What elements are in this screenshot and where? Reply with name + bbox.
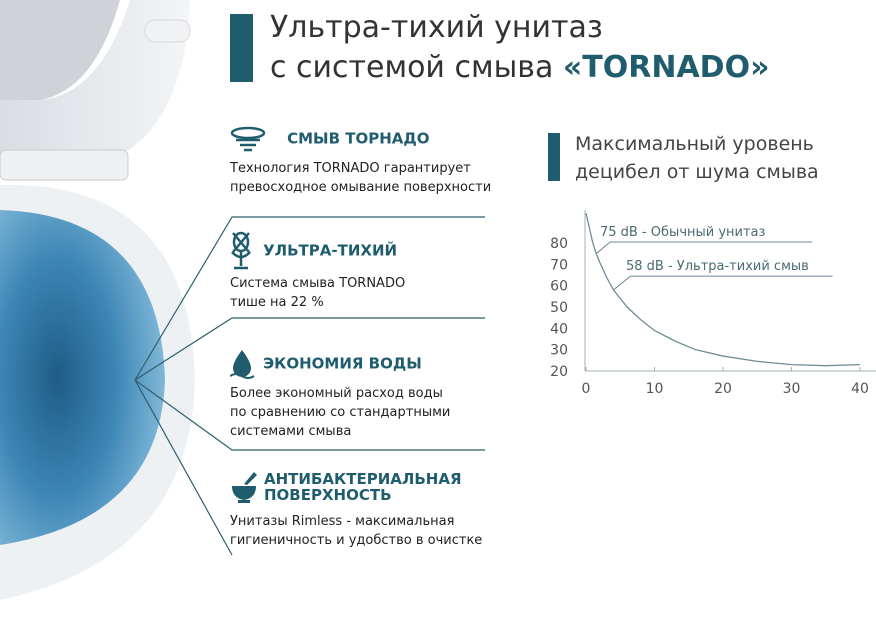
- feature-ultra-quiet: УЛЬТРА-ТИХИЙ Система смыва TORNADO тише …: [230, 230, 405, 312]
- chart-accent-bar: [548, 133, 560, 181]
- feature-heading: АНТИБАКТЕРИАЛЬНАЯ: [264, 470, 462, 488]
- toilet-image: [0, 0, 200, 624]
- annotation-leader: [613, 275, 833, 291]
- y-tick-label: 40: [550, 321, 568, 337]
- feature-heading: СМЫВ ТОРНАДО: [287, 129, 430, 148]
- title-brand: «TORNADO»: [562, 50, 770, 85]
- feature-text: по сравнению со стандартными: [230, 405, 451, 420]
- feature-text: тише на 22 %: [230, 295, 324, 310]
- noise-curve: [585, 213, 861, 367]
- feature-text: системами смыва: [230, 424, 352, 439]
- y-tick-label: 20: [550, 364, 568, 380]
- y-tick-label: 50: [550, 300, 568, 316]
- x-tick-label: 20: [714, 381, 732, 397]
- feature-text: превосходное омывание поверхности: [230, 180, 492, 195]
- feature-text: гигиеничность и удобство в очистке: [230, 533, 483, 548]
- x-tick-label: 40: [851, 381, 869, 397]
- feature-tornado: СМЫВ ТОРНАДО Технология TORNADO гарантир…: [230, 125, 491, 197]
- x-tick-label: 0: [582, 381, 591, 397]
- chart-title-line: децибел от шума смыва: [575, 161, 819, 183]
- page-title: Ультра-тихий унитаз с системой смыва «TO…: [270, 8, 769, 88]
- feature-text: Технология TORNADO гарантирует: [230, 161, 471, 176]
- annotation-label: 75 dB - Обычный унитаз: [600, 225, 766, 240]
- water-drop-icon: [229, 350, 255, 379]
- feature-text: Система смыва TORNADO: [230, 276, 406, 291]
- x-tick-label: 30: [783, 381, 801, 397]
- feature-heading: ПОВЕРХНОСТЬ: [264, 486, 392, 504]
- chart-title-line: Максимальный уровень: [575, 133, 814, 155]
- feature-text: Унитазы Rimless - максимальная: [230, 514, 455, 529]
- title-line-1: Ультра-тихий унитаз: [270, 10, 603, 45]
- title-accent-bar: [230, 14, 253, 82]
- feature-heading: УЛЬТРА-ТИХИЙ: [263, 241, 398, 260]
- y-tick-label: 80: [550, 236, 568, 252]
- chart-title: Максимальный уровень децибел от шума смы…: [575, 130, 819, 186]
- annotation-label: 58 dB - Ультра-тихий смыв: [626, 259, 809, 274]
- feature-water-saving: ЭКОНОМИЯ ВОДЫ Более экономный расход вод…: [229, 348, 451, 441]
- mortar-pestle-icon: [232, 472, 257, 503]
- feature-text: Более экономный расход воды: [230, 386, 443, 401]
- tornado-icon: [230, 126, 266, 152]
- y-tick-label: 30: [550, 343, 568, 359]
- feature-antibacterial: АНТИБАКТЕРИАЛЬНАЯ ПОВЕРХНОСТЬ Унитазы Ri…: [230, 470, 482, 550]
- feature-heading: ЭКОНОМИЯ ВОДЫ: [263, 354, 422, 373]
- x-tick-label: 10: [646, 381, 664, 397]
- title-line-2: с системой смыва: [270, 50, 563, 85]
- y-tick-label: 60: [550, 279, 568, 295]
- muted-microphone-icon: [231, 231, 251, 270]
- annotation-leader: [595, 241, 813, 255]
- y-tick-label: 70: [550, 257, 568, 273]
